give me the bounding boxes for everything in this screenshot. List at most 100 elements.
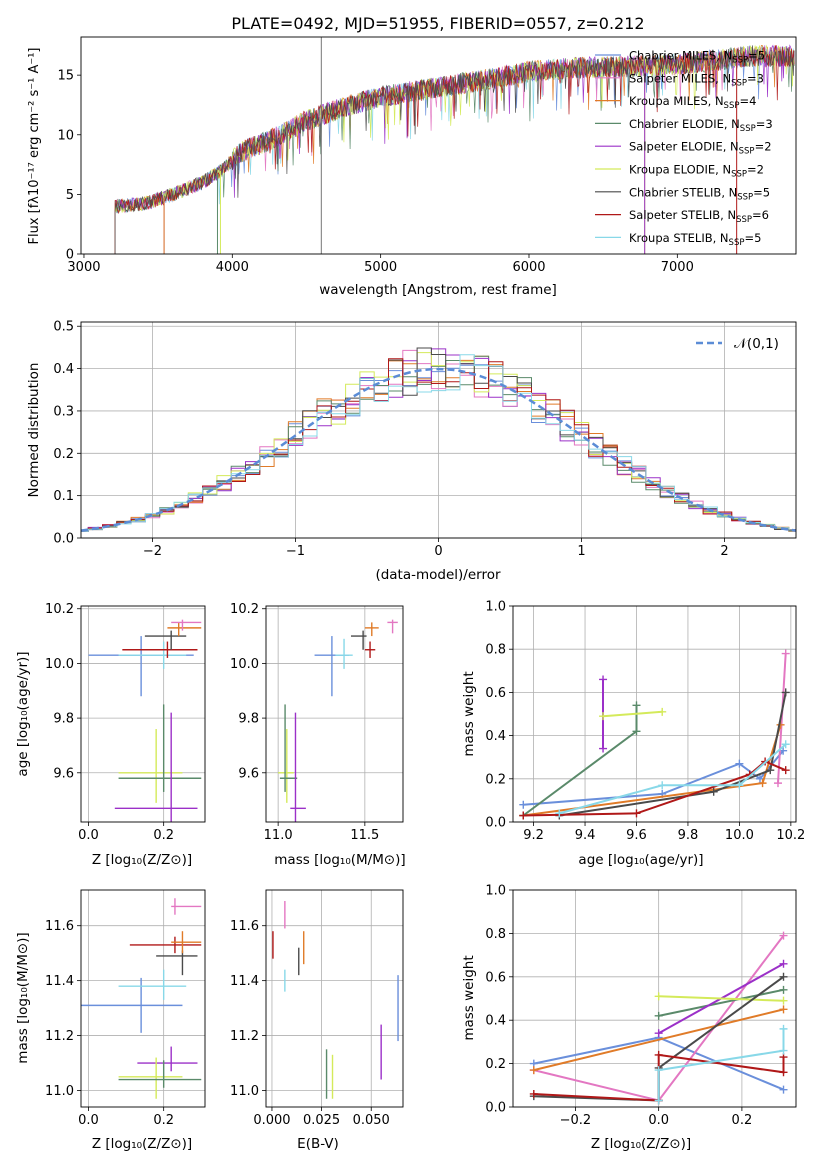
- mass-weight-vs-z-ytick-label: 0.4: [485, 1014, 506, 1029]
- mass-weight-vs-z-series-kroupa-miles-line: [533, 1008, 784, 1072]
- residuals-legend: 𝒩(0,1): [696, 336, 779, 352]
- spectrum-ylabel: Flux [fλ10⁻¹⁷ erg cm⁻² s⁻¹ A⁻¹]: [27, 48, 42, 245]
- mass-weight-vs-age-series-chabrier-elodie-marker: [632, 727, 641, 736]
- mass-weight-vs-age-series-kroupa-stelib-marker: [735, 781, 744, 790]
- mass-weight-vs-age-ytick-label: 0.2: [485, 772, 506, 787]
- age-vs-mass-xlabel: mass [log₁₀(M/M⊙)]: [274, 852, 405, 868]
- age-vs-mass-panel: 11.0 11.5 9.6 9.8 10.0 10.2: [230, 602, 404, 843]
- mass-vs-z-ytick-label: 11.4: [45, 974, 74, 989]
- legend-label-salpeter-miles: Salpeter MILES, NSSP=3: [629, 71, 764, 88]
- mass-weight-vs-age-xtick-label: 9.8: [678, 828, 699, 843]
- mass-weight-vs-z-xtick-label: 0.2: [732, 1113, 753, 1128]
- mass-weight-vs-z-xlabel: Z [log₁₀(Z/Z⊙)]: [591, 1136, 691, 1152]
- mass-weight-vs-age-ylabel: mass weight: [461, 671, 477, 756]
- mass-vs-z-frame: [80, 889, 206, 1108]
- residuals-ytick-label: 0.5: [53, 320, 74, 335]
- age-vs-mass-ytick-label: 9.8: [238, 712, 259, 727]
- age-vs-z-ytick-label: 10.0: [45, 657, 74, 672]
- residuals-ytick-label: 0.1: [53, 489, 74, 504]
- mass-vs-ebv-ytick-label: 11.6: [230, 919, 259, 934]
- mass-weight-vs-age-series-chabrier-elodie-marker: [632, 701, 641, 710]
- mass-weight-vs-z-frame: [512, 889, 797, 1108]
- residuals-hist-salpeter-elodie: [81, 348, 796, 532]
- mass-weight-vs-age-series-chabrier-stelib-marker: [766, 766, 775, 775]
- mass-weight-vs-age-series-kroupa-miles-marker: [758, 779, 767, 788]
- mass-vs-ebv-ytick-label: 11.0: [230, 1084, 259, 1099]
- mass-weight-vs-z-ytick-label: 0.8: [485, 927, 506, 942]
- mass-weight-vs-z-series-kroupa-stelib-line: [657, 1028, 785, 1101]
- mass-weight-vs-age-ytick-label: 0.6: [485, 686, 506, 701]
- mass-vs-z-ylabel: mass [log₁₀(M/M⊙)]: [15, 932, 31, 1063]
- spectrum-ytick-label: 15: [57, 69, 74, 84]
- mass-weight-vs-z-series-salpeter-elodie-marker: [779, 959, 788, 968]
- mass-weight-vs-age-series-chabrier-miles-marker: [735, 759, 744, 768]
- mass-weight-vs-z-xtick-label: 0.0: [648, 1113, 669, 1128]
- mass-vs-ebv-frame: [265, 889, 404, 1108]
- spectrum-line-chabrier-stelib: [114, 45, 795, 255]
- residuals-hist-salpeter-stelib: [81, 358, 796, 531]
- mass-weight-vs-age-series-chabrier-miles-marker: [519, 800, 528, 809]
- residuals-ytick-label: 0.0: [53, 532, 74, 547]
- mass-weight-vs-z-series-chabrier-stelib-marker: [779, 972, 788, 981]
- mass-weight-vs-z-series-kroupa-stelib-marker: [779, 1046, 788, 1055]
- spectrum-ytick-label: 5: [66, 188, 74, 203]
- mass-weight-vs-z-series-salpeter-stelib-marker: [654, 1050, 663, 1059]
- mass-weight-vs-z-series-salpeter-elodie-marker: [654, 1029, 663, 1038]
- mass-weight-vs-z-ytick-label: 0.6: [485, 970, 506, 985]
- age-vs-z-ytick-label: 9.8: [53, 712, 74, 727]
- mass-weight-vs-age-series-chabrier-stelib-line: [559, 692, 787, 817]
- mass-vs-z-ytick-label: 11.0: [45, 1084, 74, 1099]
- spectrum-xtick-label: 6000: [512, 260, 545, 275]
- mass-vs-ebv-xlabel: E(B-V): [297, 1136, 339, 1152]
- age-vs-mass-ytick-label: 10.2: [230, 602, 259, 617]
- mass-weight-vs-age-series-chabrier-stelib-marker: [781, 688, 790, 697]
- mass-weight-vs-age-xtick-label: 10.2: [776, 828, 805, 843]
- mass-weight-vs-age-series-salpeter-stelib-marker: [519, 811, 528, 820]
- mass-weight-vs-z-series-kroupa-stelib-marker: [654, 1066, 663, 1075]
- mass-weight-vs-z-ylabel: mass weight: [461, 955, 477, 1040]
- residuals-ylabel: Normed distribution: [26, 363, 42, 498]
- residuals-ytick-label: 0.4: [53, 362, 74, 377]
- mass-weight-vs-age-xtick-label: 9.2: [523, 828, 544, 843]
- age-vs-z-panel: 0.0 0.2 9.6 9.8 10.0 10.2: [45, 602, 206, 843]
- mass-weight-vs-age-xtick-label: 10.0: [725, 828, 754, 843]
- mass-weight-vs-age-series-kroupa-elodie-marker: [599, 712, 608, 721]
- mass-vs-ebv-ytick-label: 11.2: [230, 1029, 259, 1044]
- spectrum-panel: 3000 4000 5000 6000 7000 0 5 10 15: [57, 36, 797, 275]
- mass-weight-vs-z-ytick-label: 0.0: [485, 1101, 506, 1116]
- mass-weight-vs-age-xlabel: age [log₁₀(age/yr)]: [578, 852, 703, 868]
- mass-weight-vs-z-series-kroupa-elodie-marker: [779, 996, 788, 1005]
- residuals-xtick-label: −1: [286, 544, 305, 559]
- residuals-frame: [80, 321, 797, 539]
- mass-weight-vs-z-series-salpeter-stelib-marker: [779, 1068, 788, 1077]
- spectrum-ytick-label: 0: [66, 248, 74, 263]
- mass-weight-vs-age-series-chabrier-miles-line: [523, 750, 784, 806]
- legend-label-salpeter-stelib: Salpeter STELIB, NSSP=6: [629, 208, 769, 225]
- residuals-xtick-label: 1: [577, 544, 585, 559]
- age-vs-z-xtick-label: 0.2: [153, 828, 174, 843]
- mass-weight-vs-age-frame: [512, 605, 797, 823]
- residuals-xtick-label: 2: [720, 544, 728, 559]
- gaussian-legend-label: 𝒩(0,1): [734, 336, 779, 352]
- mass-weight-vs-z-xtick-label: −0.2: [560, 1113, 592, 1128]
- mass-weight-vs-z-series-kroupa-elodie-line: [658, 995, 784, 1002]
- age-vs-mass-xtick-label: 11.5: [350, 828, 379, 843]
- legend-label-kroupa-elodie: Kroupa ELODIE, NSSP=2: [629, 163, 764, 180]
- age-vs-z-xtick-label: 0.0: [78, 828, 99, 843]
- residuals-ytick-label: 0.2: [53, 447, 74, 462]
- legend-label-chabrier-elodie: Chabrier ELODIE, NSSP=3: [629, 117, 773, 134]
- mass-weight-vs-age-panel: 9.2 9.4 9.6 9.8 10.0 10.2 0.0 0.2 0.4 0.6 0.8 1.0: [485, 600, 805, 844]
- spectrum-xtick-label: 4000: [216, 260, 249, 275]
- spectrum-xtick-label: 5000: [364, 260, 397, 275]
- mass-vs-ebv-ytick-label: 11.4: [230, 974, 259, 989]
- mass-weight-vs-age-series-chabrier-stelib-marker: [709, 787, 718, 796]
- mass-vs-ebv-panel: 0.000 0.025 0.050 11.0 11.2 11.4 11.6: [230, 889, 404, 1128]
- age-vs-mass-xtick-label: 11.0: [264, 828, 293, 843]
- mass-weight-vs-age-series-kroupa-stelib-marker: [781, 740, 790, 749]
- mass-weight-vs-age-series-salpeter-elodie-marker: [599, 675, 608, 684]
- spectrum-xlabel: wavelength [Angstrom, rest frame]: [319, 282, 557, 298]
- residuals-panel: −2 −1 0 1 2 0.0 0.1 0.2 0.3 0.4 0.5: [53, 320, 797, 559]
- mass-vs-z-xlabel: Z [log₁₀(Z/Z⊙)]: [92, 1136, 192, 1152]
- mass-weight-vs-age-series-salpeter-elodie-marker: [599, 744, 608, 753]
- mass-weight-vs-age-series-salpeter-miles-line: [777, 653, 787, 784]
